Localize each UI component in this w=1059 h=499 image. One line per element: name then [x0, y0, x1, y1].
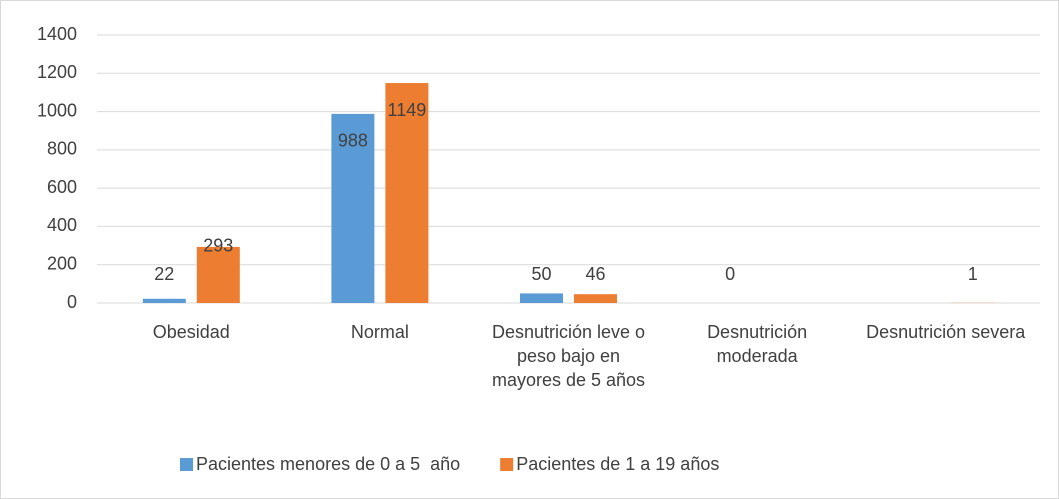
- data-label: 1149: [388, 100, 427, 120]
- y-tick-label: 400: [47, 215, 77, 235]
- x-tick-label: Obesidad: [153, 322, 230, 342]
- bar: [385, 83, 429, 303]
- bar: [574, 294, 617, 303]
- legend-swatch: [500, 458, 514, 471]
- bar: [520, 293, 563, 303]
- y-tick-label: 600: [47, 177, 77, 197]
- x-tick-label: Desnutrición leve o peso bajo en mayores d…: [492, 322, 645, 390]
- y-tick-label: 1000: [37, 100, 77, 120]
- x-tick-label: Desnutrición moderada: [707, 322, 807, 366]
- data-label: 50: [531, 264, 551, 284]
- data-label: 0: [725, 264, 735, 284]
- data-label: 22: [154, 264, 174, 284]
- legend-label: Pacientes de 1 a 19 años: [516, 454, 719, 474]
- bar: [196, 246, 240, 303]
- y-tick-label: 200: [47, 253, 77, 273]
- y-tick-label: 1200: [37, 62, 77, 82]
- y-tick-label: 800: [47, 139, 77, 159]
- x-tick-label: Normal: [351, 322, 409, 342]
- y-tick-label: 0: [67, 292, 77, 312]
- data-label: 988: [338, 131, 368, 151]
- data-label: 293: [203, 236, 233, 256]
- legend-label: Pacientes menores de 0 a 5 año: [196, 454, 460, 474]
- data-label: 1: [968, 264, 978, 284]
- data-label: 46: [585, 264, 605, 284]
- y-tick-label: 1400: [37, 24, 77, 44]
- bar: [331, 113, 375, 304]
- x-tick-label: Desnutrición severa: [866, 322, 1026, 342]
- bar: [142, 298, 186, 303]
- legend-swatch: [180, 458, 193, 471]
